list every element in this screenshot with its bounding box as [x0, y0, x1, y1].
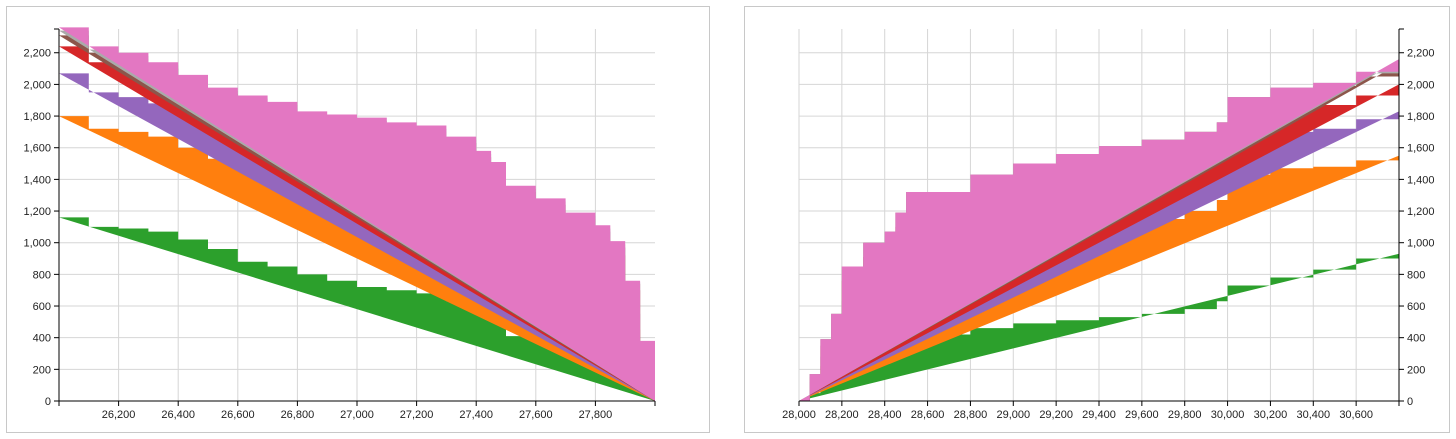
area-series-1 — [799, 253, 1399, 401]
area-series-2 — [799, 155, 1399, 401]
x-tick-label: 28,000 — [782, 409, 816, 421]
y-tick-label: 0 — [45, 396, 51, 408]
area-series-3 — [59, 73, 655, 402]
x-tick-label: 27,000 — [340, 409, 374, 421]
axes: 0 200 400 600 800 1,000 1,200 1,400 1,600 1,800 2,… — [782, 28, 1435, 421]
y-tick-label: 600 — [1407, 301, 1425, 313]
y-tick-label: 0 — [1407, 396, 1413, 408]
y-tick-label: 400 — [33, 333, 51, 345]
chart-panel-right: 0 200 400 600 800 1,000 1,200 1,400 1,600 1,800 2,… — [744, 6, 1450, 433]
x-tick-label: 27,400 — [459, 409, 493, 421]
stacked-area-chart-left: 0 200 400 600 800 1,000 1,200 1,400 1,600 1,800 2,… — [23, 27, 656, 421]
x-tick-label: 26,800 — [281, 409, 315, 421]
area-series-7 — [59, 27, 655, 401]
y-tick-label: 800 — [1407, 269, 1425, 281]
area-series-6 — [799, 60, 1399, 401]
x-tick-label: 29,200 — [1039, 409, 1073, 421]
area-series-4 — [59, 46, 655, 401]
stacked-area-chart-right: 0 200 400 600 800 1,000 1,200 1,400 1,600 1,800 2,… — [782, 28, 1435, 421]
y-tick-label: 2,200 — [23, 48, 51, 60]
area-series-group — [799, 59, 1399, 402]
area-series-1 — [59, 217, 655, 401]
y-tick-label: 200 — [1407, 364, 1425, 376]
y-tick-label: 1,400 — [1407, 174, 1435, 186]
area-series-2 — [59, 116, 655, 401]
x-tick-label: 26,600 — [221, 409, 255, 421]
x-tick-label: 26,200 — [102, 409, 136, 421]
y-tick-label: 200 — [33, 364, 51, 376]
x-tick-label: 29,800 — [1168, 409, 1202, 421]
x-tick-label: 30,000 — [1211, 409, 1245, 421]
x-tick-label: 28,400 — [868, 409, 902, 421]
area-series-5 — [59, 35, 655, 402]
y-tick-label: 400 — [1407, 333, 1425, 345]
y-tick-label: 1,800 — [23, 111, 51, 123]
y-tick-label: 1,200 — [1407, 206, 1435, 218]
x-tick-label: 27,800 — [579, 409, 613, 421]
x-tick-label: 27,200 — [400, 409, 434, 421]
area-series-5 — [799, 63, 1399, 401]
y-tick-label: 800 — [33, 269, 51, 281]
y-tick-label: 600 — [33, 301, 51, 313]
y-tick-label: 1,800 — [1407, 111, 1435, 123]
x-tick-label: 28,600 — [911, 409, 945, 421]
x-tick-label: 29,600 — [1125, 409, 1159, 421]
area-series-7 — [799, 59, 1399, 401]
x-tick-label: 28,200 — [825, 409, 859, 421]
x-tick-label: 29,000 — [996, 409, 1030, 421]
x-tick-label: 27,600 — [519, 409, 553, 421]
x-tick-label: 30,200 — [1254, 409, 1288, 421]
y-tick-label: 1,200 — [23, 206, 51, 218]
y-tick-label: 1,000 — [23, 238, 51, 250]
area-series-6 — [59, 30, 655, 402]
y-tick-label: 1,600 — [23, 143, 51, 155]
x-tick-label: 29,400 — [1082, 409, 1116, 421]
chart-panel-left: 0 200 400 600 800 1,000 1,200 1,400 1,600 1,800 2,… — [6, 6, 710, 433]
y-tick-label: 1,400 — [23, 174, 51, 186]
x-tick-label: 28,800 — [954, 409, 988, 421]
y-tick-label: 1,600 — [1407, 143, 1435, 155]
y-tick-label: 2,200 — [1407, 48, 1435, 60]
y-tick-label: 2,000 — [1407, 79, 1435, 91]
area-series-4 — [799, 84, 1399, 401]
x-tick-label: 30,600 — [1339, 409, 1373, 421]
y-tick-label: 2,000 — [23, 79, 51, 91]
y-tick-label: 1,000 — [1407, 238, 1435, 250]
x-tick-label: 30,400 — [1296, 409, 1330, 421]
x-tick-label: 26,400 — [161, 409, 195, 421]
axes: 0 200 400 600 800 1,000 1,200 1,400 1,600 1,800 2,… — [23, 28, 656, 421]
area-series-group — [59, 27, 655, 402]
